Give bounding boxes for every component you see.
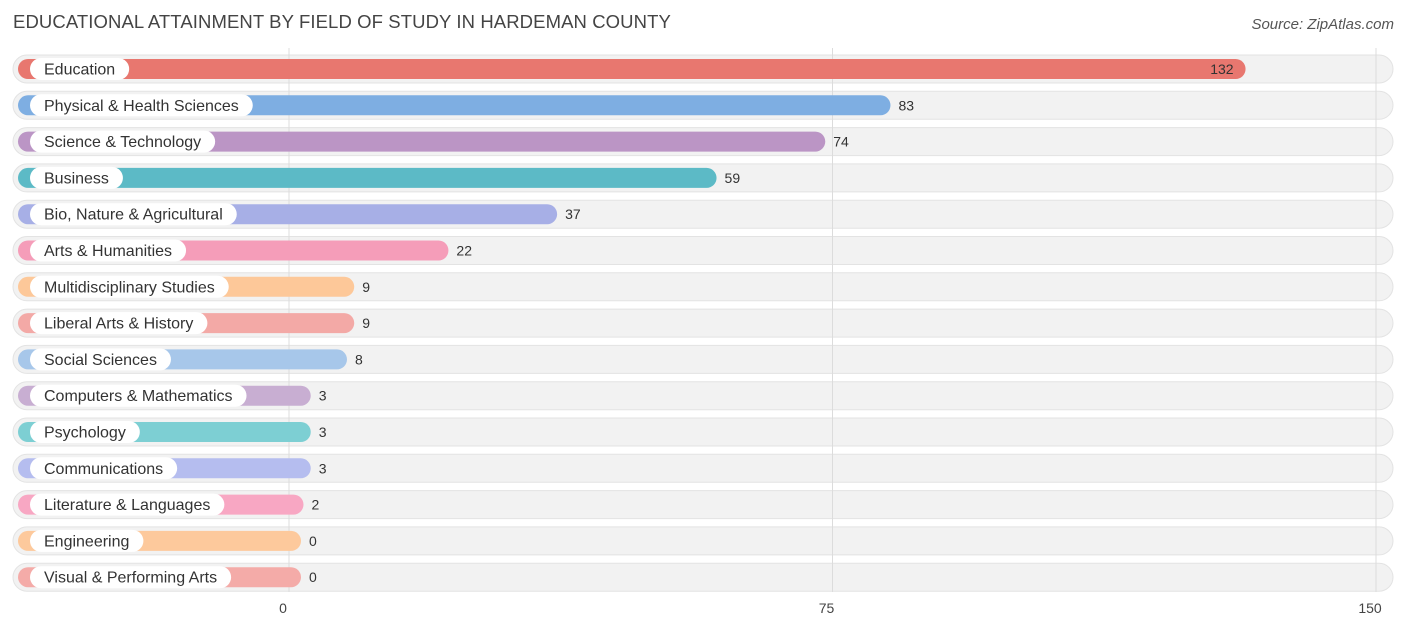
- value-label: 37: [565, 206, 581, 222]
- row-background: [12, 381, 1394, 411]
- category-label: Arts & Humanities: [44, 243, 172, 260]
- value-label: 22: [456, 243, 472, 259]
- x-tick-label: 75: [819, 600, 835, 616]
- bar: [18, 131, 826, 152]
- value-label: 0: [309, 569, 317, 585]
- chart-source: Source: ZipAtlas.com: [1251, 16, 1394, 33]
- category-label-background: [30, 239, 187, 262]
- x-tick-label: 150: [1358, 600, 1382, 616]
- value-label: 3: [319, 388, 327, 404]
- category-label-background: [30, 421, 140, 443]
- category-label: Education: [44, 62, 115, 79]
- value-label: 9: [362, 315, 370, 331]
- category-label: Communications: [44, 461, 163, 478]
- category-label-background: [30, 384, 247, 407]
- row-background: [12, 417, 1394, 447]
- x-tick-label: 0: [279, 600, 287, 616]
- value-label: 59: [725, 170, 741, 186]
- category-label: Literature & Languages: [44, 497, 210, 514]
- chart-title: EDUCATIONAL ATTAINMENT BY FIELD OF STUDY…: [13, 11, 671, 32]
- value-label: 0: [309, 533, 317, 549]
- category-label: Visual & Performing Arts: [44, 570, 217, 587]
- category-label: Bio, Nature & Agricultural: [44, 207, 223, 224]
- value-label: 2: [311, 497, 319, 513]
- value-label: 3: [319, 424, 327, 440]
- category-label: Physical & Health Sciences: [44, 98, 239, 115]
- category-label: Science & Technology: [44, 134, 201, 151]
- category-label: Liberal Arts & History: [44, 316, 193, 333]
- row-background: [12, 344, 1394, 374]
- category-label-background: [30, 130, 216, 153]
- category-label-background: [30, 166, 123, 189]
- value-label: 83: [898, 97, 914, 113]
- category-label-background: [30, 529, 144, 552]
- row-background: [12, 562, 1394, 592]
- category-label: Social Sciences: [44, 352, 157, 369]
- category-label-background: [30, 203, 237, 226]
- category-label-background: [30, 312, 208, 335]
- row-background: [12, 453, 1394, 483]
- row-background: [12, 490, 1394, 520]
- category-label: Multidisciplinary Studies: [44, 279, 215, 296]
- category-label-background: [30, 94, 253, 117]
- value-label: 132: [1210, 61, 1234, 77]
- category-label-background: [30, 457, 178, 480]
- value-label: 9: [362, 279, 370, 295]
- bar: [18, 167, 717, 188]
- row-background: [12, 272, 1394, 302]
- row-background: [12, 308, 1394, 338]
- category-label-background: [30, 58, 130, 80]
- category-label: Psychology: [44, 425, 126, 442]
- row-background: [12, 526, 1394, 556]
- category-label: Engineering: [44, 533, 129, 550]
- category-label-background: [30, 566, 232, 589]
- category-label: Business: [44, 170, 109, 187]
- value-label: 3: [319, 460, 327, 476]
- value-label: 8: [355, 351, 363, 367]
- category-label-background: [30, 275, 229, 298]
- value-label: 74: [833, 134, 849, 150]
- category-label: Computers & Mathematics: [44, 388, 233, 405]
- category-label-background: [30, 493, 225, 516]
- category-label-background: [30, 348, 171, 371]
- bar: [18, 59, 1246, 79]
